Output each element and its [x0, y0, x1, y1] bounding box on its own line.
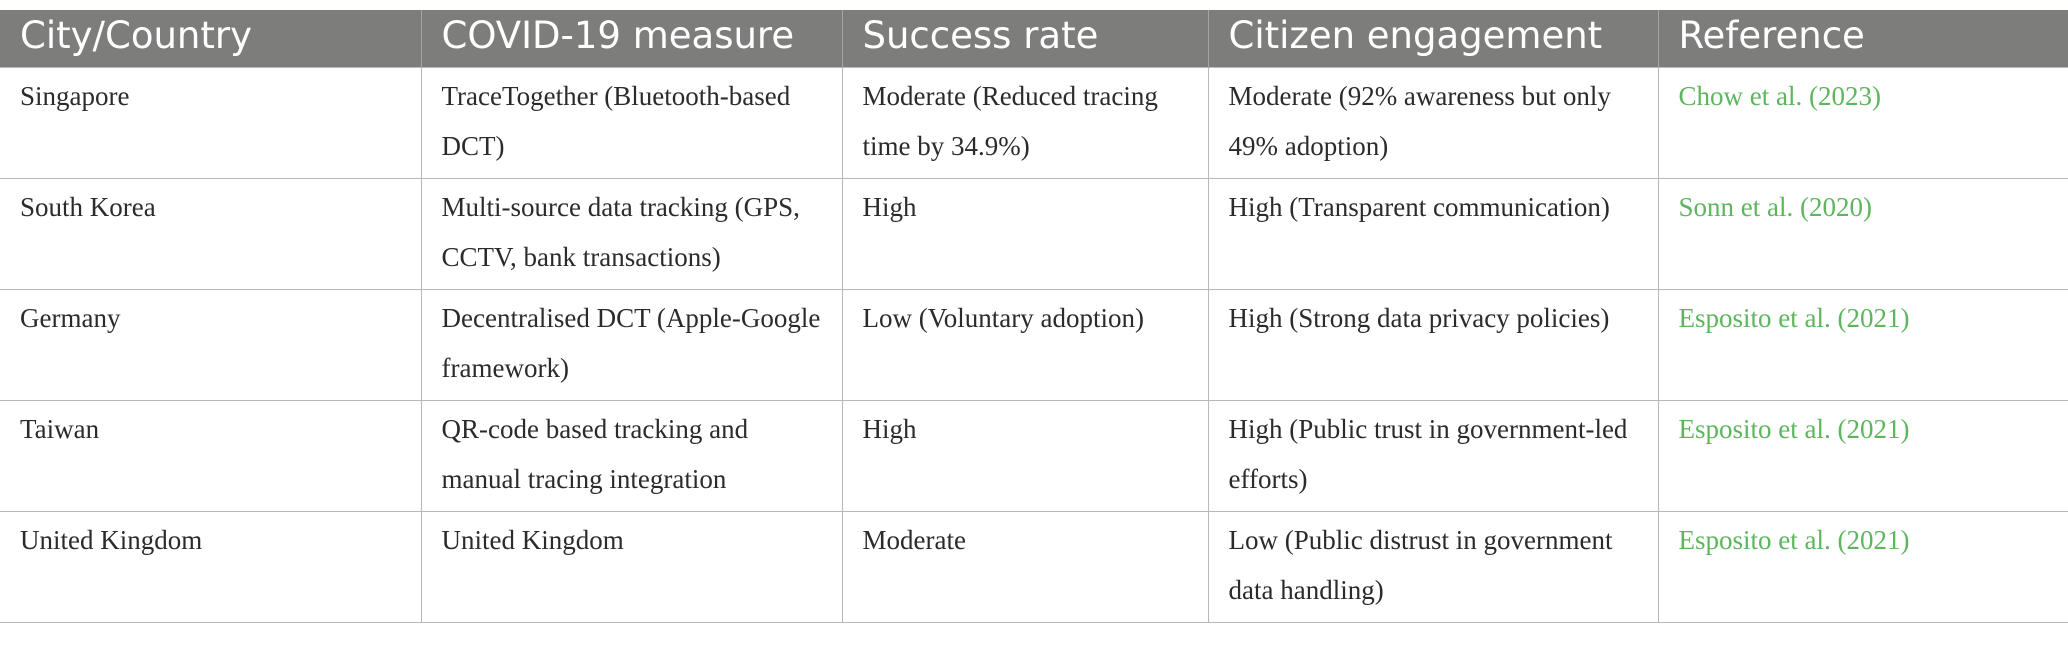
- table-row: Germany Decentralised DCT (Apple-Google …: [0, 289, 2068, 401]
- cell-measure: United Kingdom: [420, 511, 843, 623]
- cell-reference: Esposito et al. (2021): [1657, 400, 2068, 512]
- cell-engagement: High (Transparent communication): [1207, 178, 1659, 290]
- header-city-country: City/Country: [0, 0, 421, 68]
- cell-country: Taiwan: [0, 400, 422, 512]
- cell-measure: TraceTogether (Bluetooth-based DCT): [420, 67, 843, 179]
- cell-engagement: Moderate (92% awareness but only 49% ado…: [1207, 67, 1659, 179]
- comparison-table-container: City/Country COVID-19 measure Success ra…: [0, 0, 2068, 623]
- reference-link[interactable]: Esposito et al. (2021): [1678, 525, 1910, 555]
- cell-success-rate: Low (Voluntary adoption): [841, 289, 1209, 401]
- cell-measure: QR-code based tracking and manual tracin…: [420, 400, 843, 512]
- cell-country: United Kingdom: [0, 511, 422, 623]
- cell-success-rate: High: [841, 400, 1209, 512]
- table-row: Taiwan QR-code based tracking and manual…: [0, 400, 2068, 512]
- cell-measure: Multi-source data tracking (GPS, CCTV, b…: [420, 178, 843, 290]
- cell-country: Germany: [0, 289, 422, 401]
- cell-success-rate: Moderate: [841, 511, 1209, 623]
- cell-engagement: Low (Public distrust in government data …: [1207, 511, 1659, 623]
- cell-measure: Decentralised DCT (Apple-Google framewor…: [420, 289, 843, 401]
- cell-reference: Sonn et al. (2020): [1657, 178, 2068, 290]
- table-row: United Kingdom United Kingdom Moderate L…: [0, 511, 2068, 623]
- cell-reference: Chow et al. (2023): [1657, 67, 2068, 179]
- header-success-rate: Success rate: [841, 0, 1208, 68]
- table-row: South Korea Multi-source data tracking (…: [0, 178, 2068, 290]
- cell-reference: Esposito et al. (2021): [1657, 511, 2068, 623]
- cell-country: South Korea: [0, 178, 422, 290]
- cell-reference: Esposito et al. (2021): [1657, 289, 2068, 401]
- header-covid-measure: COVID-19 measure: [420, 0, 842, 68]
- table-row: Singapore TraceTogether (Bluetooth-based…: [0, 67, 2068, 179]
- reference-link[interactable]: Esposito et al. (2021): [1678, 303, 1910, 333]
- table-header-row: City/Country COVID-19 measure Success ra…: [0, 0, 2068, 68]
- covid-measures-table: City/Country COVID-19 measure Success ra…: [0, 0, 2068, 623]
- header-citizen-engagement: Citizen engagement: [1207, 0, 1658, 68]
- cell-country: Singapore: [0, 67, 422, 179]
- cell-engagement: High (Strong data privacy policies): [1207, 289, 1659, 401]
- cell-success-rate: Moderate (Reduced tracing time by 34.9%): [841, 67, 1209, 179]
- cell-success-rate: High: [841, 178, 1209, 290]
- cell-engagement: High (Public trust in government-led eff…: [1207, 400, 1659, 512]
- header-reference: Reference: [1657, 0, 2068, 68]
- reference-link[interactable]: Sonn et al. (2020): [1678, 192, 1872, 222]
- reference-link[interactable]: Esposito et al. (2021): [1678, 414, 1910, 444]
- reference-link[interactable]: Chow et al. (2023): [1678, 81, 1881, 111]
